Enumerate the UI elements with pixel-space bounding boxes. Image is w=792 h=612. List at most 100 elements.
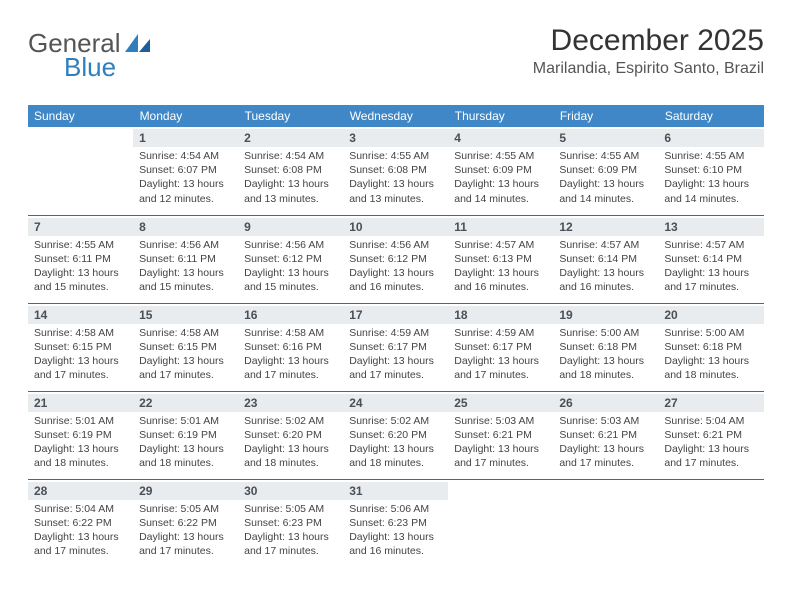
weekday-header: Friday (553, 105, 658, 127)
calendar-day-cell: 12Sunrise: 4:57 AMSunset: 6:14 PMDayligh… (553, 215, 658, 303)
calendar-week-row: 7Sunrise: 4:55 AMSunset: 6:11 PMDaylight… (28, 215, 764, 303)
day-sun-info: Sunrise: 5:02 AMSunset: 6:20 PMDaylight:… (349, 414, 442, 471)
sunrise-text: Sunrise: 4:55 AM (34, 238, 127, 252)
calendar-day-cell: 2Sunrise: 4:54 AMSunset: 6:08 PMDaylight… (238, 127, 343, 215)
sunset-text: Sunset: 6:17 PM (454, 340, 547, 354)
weekday-header-row: Sunday Monday Tuesday Wednesday Thursday… (28, 105, 764, 127)
calendar-day-cell: 26 Sunrise: 5:03 AMSunset: 6:21 PMDayligh… (553, 391, 658, 479)
daylight-text: Daylight: 13 hours and 18 minutes. (349, 442, 442, 470)
day-sun-info: Sunrise: 4:59 AMSunset: 6:17 PMDaylight:… (349, 326, 442, 383)
sunrise-text: Sunrise: 5:04 AM (664, 414, 757, 428)
weekday-header: Tuesday (238, 105, 343, 127)
daylight-text: Daylight: 13 hours and 16 minutes. (349, 530, 442, 558)
day-number: 27 (658, 394, 763, 412)
sunrise-text: Sunrise: 4:57 AM (664, 238, 757, 252)
day-sun-info: Sunrise: 5:00 AMSunset: 6:18 PMDaylight:… (664, 326, 757, 383)
day-number: 16 (238, 306, 343, 324)
weekday-header: Wednesday (343, 105, 448, 127)
calendar-day-cell: 14Sunrise: 4:58 AMSunset: 6:15 PMDayligh… (28, 303, 133, 391)
day-sun-info: Sunrise: 4:57 AMSunset: 6:13 PMDaylight:… (454, 238, 547, 295)
weekday-header: Monday (133, 105, 238, 127)
sunrise-text: Sunrise: 4:57 AM (454, 238, 547, 252)
calendar-day-cell: 16Sunrise: 4:58 AMSunset: 6:16 PMDayligh… (238, 303, 343, 391)
sunrise-text: Sunrise: 4:54 AM (139, 149, 232, 163)
day-sun-info: Sunrise: 4:54 AMSunset: 6:07 PMDaylight:… (139, 149, 232, 206)
sunset-text: Sunset: 6:14 PM (559, 252, 652, 266)
sunset-text: Sunset: 6:07 PM (139, 163, 232, 177)
day-sun-info: Sunrise: 5:01 AMSunset: 6:19 PMDaylight:… (34, 414, 127, 471)
sunset-text: Sunset: 6:14 PM (664, 252, 757, 266)
day-sun-info: Sunrise: 5:03 AMSunset: 6:21 PMDaylight:… (454, 414, 547, 471)
day-sun-info: Sunrise: 5:00 AMSunset: 6:18 PMDaylight:… (559, 326, 652, 383)
logo-sail-icon (125, 28, 151, 59)
day-sun-info: Sunrise: 4:58 AMSunset: 6:15 PMDaylight:… (34, 326, 127, 383)
day-number: 7 (28, 218, 133, 236)
day-sun-info: Sunrise: 5:03 AMSunset: 6:21 PMDaylight:… (559, 414, 652, 471)
day-sun-info: Sunrise: 5:05 AMSunset: 6:22 PMDaylight:… (139, 502, 232, 559)
daylight-text: Daylight: 13 hours and 14 minutes. (559, 177, 652, 205)
sunset-text: Sunset: 6:21 PM (559, 428, 652, 442)
daylight-text: Daylight: 13 hours and 15 minutes. (244, 266, 337, 294)
daylight-text: Daylight: 13 hours and 17 minutes. (139, 354, 232, 382)
sunset-text: Sunset: 6:13 PM (454, 252, 547, 266)
sunset-text: Sunset: 6:21 PM (454, 428, 547, 442)
daylight-text: Daylight: 13 hours and 18 minutes. (244, 442, 337, 470)
sunrise-text: Sunrise: 5:02 AM (244, 414, 337, 428)
calendar-day-cell: 17Sunrise: 4:59 AMSunset: 6:17 PMDayligh… (343, 303, 448, 391)
month-title: December 2025 (533, 24, 764, 58)
sunset-text: Sunset: 6:15 PM (139, 340, 232, 354)
calendar-week-row: 14Sunrise: 4:58 AMSunset: 6:15 PMDayligh… (28, 303, 764, 391)
day-number: 6 (658, 129, 763, 147)
daylight-text: Daylight: 13 hours and 16 minutes. (454, 266, 547, 294)
sunset-text: Sunset: 6:12 PM (244, 252, 337, 266)
sunrise-text: Sunrise: 4:55 AM (664, 149, 757, 163)
daylight-text: Daylight: 13 hours and 12 minutes. (139, 177, 232, 205)
sunrise-text: Sunrise: 4:56 AM (139, 238, 232, 252)
calendar-day-cell: 10 Sunrise: 4:56 AMSunset: 6:12 PMDayligh… (343, 215, 448, 303)
day-number: 8 (133, 218, 238, 236)
daylight-text: Daylight: 13 hours and 17 minutes. (664, 266, 757, 294)
sunrise-text: Sunrise: 4:58 AM (139, 326, 232, 340)
location-subtitle: Marilandia, Espirito Santo, Brazil (533, 60, 764, 78)
day-number: 22 (133, 394, 238, 412)
day-sun-info: Sunrise: 4:58 AMSunset: 6:15 PMDaylight:… (139, 326, 232, 383)
daylight-text: Daylight: 13 hours and 16 minutes. (349, 266, 442, 294)
sunrise-text: Sunrise: 4:55 AM (559, 149, 652, 163)
sunrise-text: Sunrise: 5:04 AM (34, 502, 127, 516)
day-sun-info: Sunrise: 4:56 AMSunset: 6:12 PMDaylight:… (349, 238, 442, 295)
day-number: 15 (133, 306, 238, 324)
daylight-text: Daylight: 13 hours and 17 minutes. (244, 530, 337, 558)
day-sun-info: Sunrise: 4:55 AMSunset: 6:08 PMDaylight:… (349, 149, 442, 206)
calendar-day-cell: 5Sunrise: 4:55 AMSunset: 6:09 PMDaylight… (553, 127, 658, 215)
day-number: 11 (448, 218, 553, 236)
day-number: 25 (448, 394, 553, 412)
daylight-text: Daylight: 13 hours and 18 minutes. (664, 354, 757, 382)
daylight-text: Daylight: 13 hours and 17 minutes. (454, 442, 547, 470)
sunset-text: Sunset: 6:19 PM (34, 428, 127, 442)
sunset-text: Sunset: 6:18 PM (559, 340, 652, 354)
day-number: 20 (658, 306, 763, 324)
sunrise-text: Sunrise: 5:02 AM (349, 414, 442, 428)
day-number: 26 (553, 394, 658, 412)
calendar-day-cell: 1Sunrise: 4:54 AMSunset: 6:07 PMDaylight… (133, 127, 238, 215)
calendar-day-cell: 3 Sunrise: 4:55 AMSunset: 6:08 PMDaylight… (343, 127, 448, 215)
daylight-text: Daylight: 13 hours and 17 minutes. (139, 530, 232, 558)
day-number: 10 (343, 218, 448, 236)
calendar-table: Sunday Monday Tuesday Wednesday Thursday… (28, 105, 764, 567)
calendar-day-cell: 29 Sunrise: 5:05 AMSunset: 6:22 PMDayligh… (133, 479, 238, 567)
day-sun-info: Sunrise: 4:54 AMSunset: 6:08 PMDaylight:… (244, 149, 337, 206)
daylight-text: Daylight: 13 hours and 14 minutes. (664, 177, 757, 205)
day-number: 30 (238, 482, 343, 500)
calendar-week-row: 21Sunrise: 5:01 AMSunset: 6:19 PMDayligh… (28, 391, 764, 479)
day-number: 3 (343, 129, 448, 147)
day-sun-info: Sunrise: 5:05 AMSunset: 6:23 PMDaylight:… (244, 502, 337, 559)
day-number: 9 (238, 218, 343, 236)
daylight-text: Daylight: 13 hours and 18 minutes. (559, 354, 652, 382)
logo-text-blue: Blue (28, 52, 116, 83)
day-sun-info: Sunrise: 5:02 AMSunset: 6:20 PMDaylight:… (244, 414, 337, 471)
day-sun-info: Sunrise: 4:55 AMSunset: 6:09 PMDaylight:… (454, 149, 547, 206)
sunset-text: Sunset: 6:20 PM (244, 428, 337, 442)
daylight-text: Daylight: 13 hours and 17 minutes. (454, 354, 547, 382)
daylight-text: Daylight: 13 hours and 18 minutes. (34, 442, 127, 470)
day-number: 29 (133, 482, 238, 500)
